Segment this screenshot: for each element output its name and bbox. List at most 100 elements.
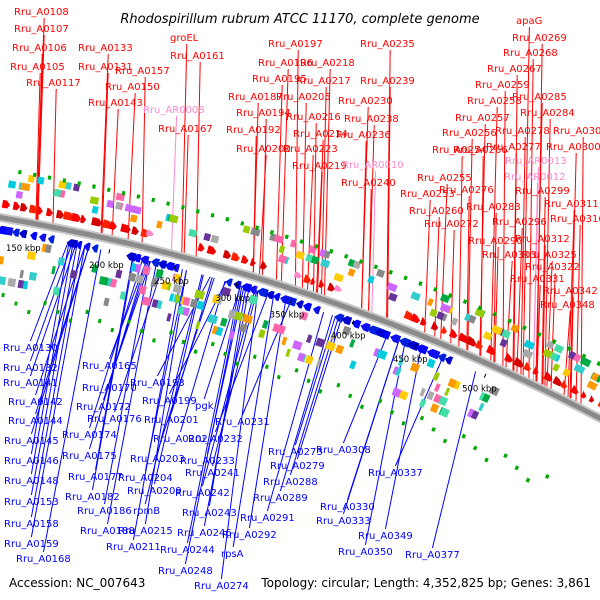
rna-marker: [537, 332, 542, 338]
rna-marker: [284, 234, 289, 240]
label-connector: [535, 102, 543, 382]
gene-label: Rru_A0188: [80, 526, 135, 537]
gene-label: Rru_A0161: [170, 51, 225, 62]
rna-marker: [139, 328, 144, 334]
rna-marker: [195, 208, 200, 214]
rna-marker: [389, 409, 395, 415]
gene-label: Rru_A0216: [286, 112, 341, 123]
label-connector: [458, 155, 463, 347]
gene-label: Rru_A0325: [522, 250, 577, 261]
category-box-inner: [172, 283, 183, 294]
gene-label: Rru_A0197: [268, 39, 323, 50]
gene-label: Rru_A0267: [487, 64, 542, 75]
rna-marker: [32, 172, 37, 178]
category-box-outer: [347, 268, 356, 277]
label-connector: [466, 195, 470, 351]
gene-label: Rru_A0219: [292, 161, 347, 172]
label-connector: [220, 290, 259, 580]
rna-gene-arrow: [293, 271, 302, 279]
category-box-outer: [318, 248, 326, 258]
category-box-outer: [482, 331, 493, 341]
rna-marker: [461, 433, 466, 439]
rna-marker: [62, 178, 67, 183]
label-connector: [156, 277, 215, 453]
label-connector: [30, 243, 74, 475]
category-box-inner: [28, 271, 38, 281]
label-connector: [520, 136, 526, 375]
gene-label: Rru_A0330: [320, 502, 375, 513]
gene-label: Rru_AR0008: [143, 105, 205, 116]
rna-marker: [252, 354, 257, 360]
forward-gene-arrow: [109, 221, 117, 230]
label-connector: [493, 212, 497, 363]
rna-marker: [358, 259, 364, 264]
label-connector: [208, 287, 247, 507]
label-connector: [104, 260, 151, 505]
forward-gene-arrow: [71, 212, 81, 223]
category-box-inner: [155, 268, 164, 279]
forward-gene-arrow: [1, 199, 11, 209]
category-box-inner: [299, 311, 309, 321]
label-connector: [522, 26, 530, 376]
gene-label: Rru_A0214: [293, 129, 348, 140]
gene-label: Rru_A0278: [495, 126, 550, 137]
rna-marker: [210, 212, 215, 218]
category-box-inner: [418, 398, 427, 408]
rna-marker: [314, 243, 319, 249]
tick-label: 500 kbp: [462, 385, 497, 395]
position-ticks: 150 kbp 200 kbp 250 kbp 300 kbp 350 kbp 400 k…: [6, 232, 497, 395]
gene-label: Rru_A0236: [336, 130, 391, 141]
category-box-inner: [189, 298, 198, 308]
rna-marker: [596, 361, 600, 367]
label-connector: [542, 244, 546, 386]
category-box-inner: [349, 339, 356, 348]
reverse-gene-arrow: [225, 278, 233, 287]
category-box-outer: [15, 190, 23, 199]
category-box-outer: [436, 311, 445, 321]
label-connector: [384, 348, 422, 530]
tick-mark: [108, 249, 111, 254]
gene-label: Rru_A0132: [3, 363, 58, 374]
category-box-inner: [444, 387, 451, 397]
forward-gene-arrow: [543, 371, 553, 382]
label-connector: [371, 170, 377, 313]
tick-mark: [414, 344, 417, 349]
label-connector: [37, 34, 45, 221]
forward-gene-arrow: [303, 274, 312, 284]
forward-gene-arrow: [419, 316, 427, 326]
category-box-inner: [207, 314, 219, 325]
category-box-outer: [333, 272, 344, 283]
forward-gene-arrow: [318, 279, 325, 288]
label-connector: [313, 122, 317, 292]
rna-marker: [472, 445, 478, 451]
label-connector: [107, 262, 157, 525]
category-box-outer: [347, 258, 356, 268]
gene-label: Rru_A0107: [14, 24, 69, 35]
label-connector: [127, 92, 136, 240]
label-connector: [544, 118, 551, 386]
rna-gene-arrow: [333, 284, 342, 292]
forward-gene-arrow: [80, 214, 87, 224]
label-connector: [195, 61, 201, 257]
category-box-inner: [397, 357, 405, 367]
label-connector: [100, 53, 109, 234]
gene-label: Rru_A0150: [105, 82, 160, 93]
label-connector: [546, 260, 553, 387]
gene-label: Rru_A0300: [546, 142, 600, 153]
category-box-outer: [8, 180, 14, 189]
label-connector: [248, 299, 287, 529]
reverse-gene-arrow: [273, 292, 281, 302]
label-connector: [52, 88, 57, 224]
gene-label: Rru_A0158: [4, 519, 59, 530]
label-connector: [431, 371, 477, 549]
forward-gene-arrow: [588, 393, 595, 403]
category-box-inner: [447, 378, 457, 389]
reverse-gene-arrow: [407, 340, 420, 351]
category-box-inner: [489, 385, 500, 397]
label-connector: [214, 293, 269, 433]
forward-gene-arrow: [206, 245, 217, 255]
label-connector: [89, 259, 148, 450]
category-box-inner: [376, 349, 388, 360]
category-box-outer: [474, 307, 485, 318]
